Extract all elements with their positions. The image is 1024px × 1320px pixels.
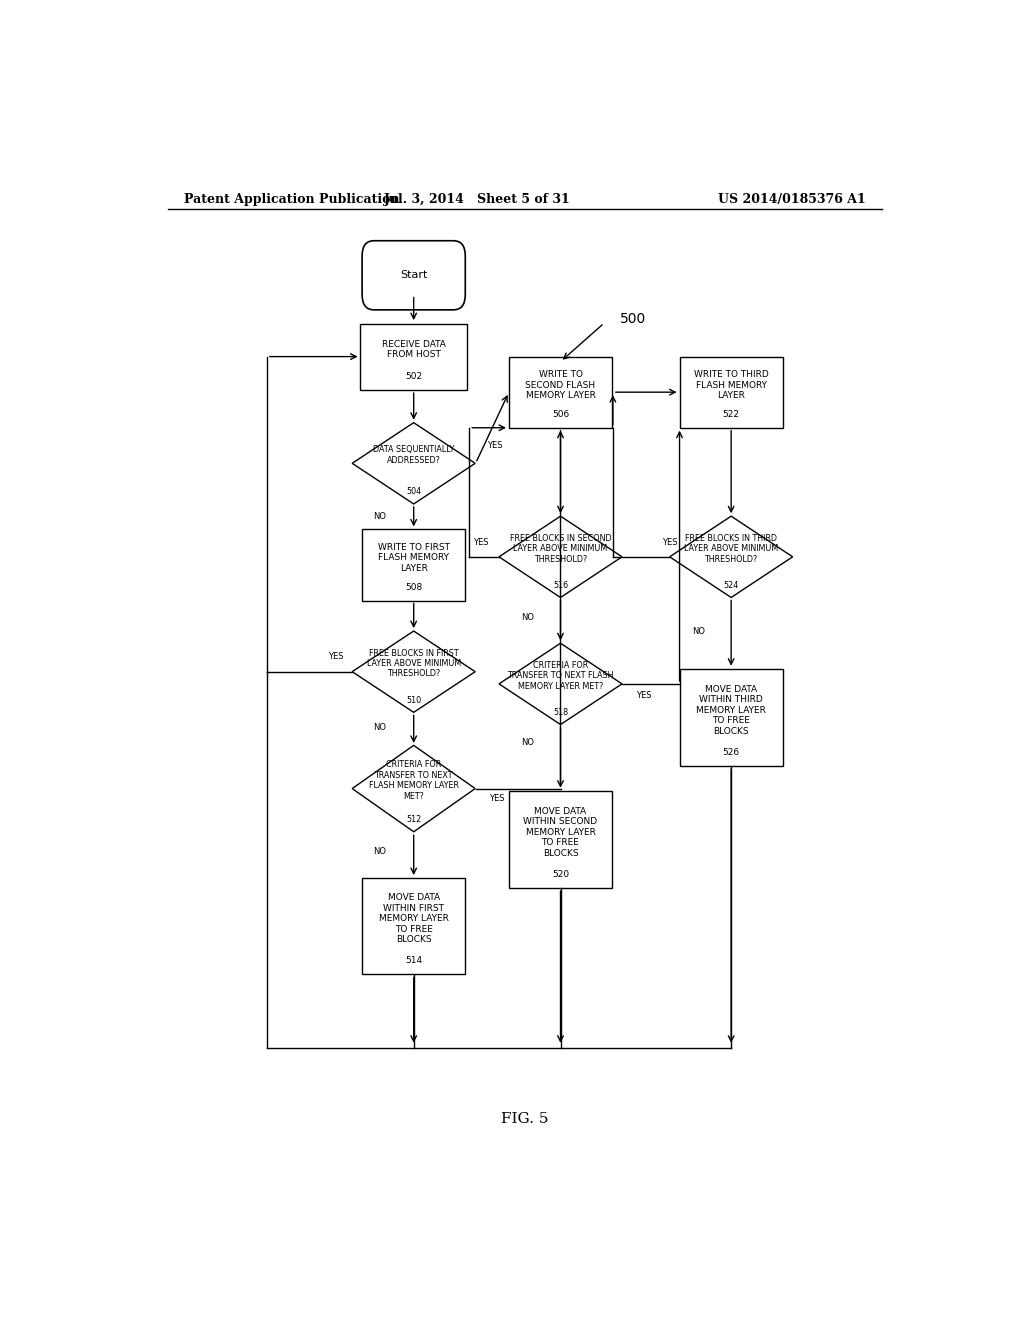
Polygon shape (670, 516, 793, 598)
FancyBboxPatch shape (509, 356, 612, 428)
Text: 508: 508 (406, 583, 422, 591)
Text: NO: NO (373, 847, 386, 857)
FancyBboxPatch shape (362, 240, 465, 310)
Text: 504: 504 (407, 487, 421, 496)
Text: FREE BLOCKS IN SECOND
LAYER ABOVE MINIMUM
THRESHOLD?: FREE BLOCKS IN SECOND LAYER ABOVE MINIMU… (510, 533, 611, 564)
Polygon shape (352, 422, 475, 504)
Text: 506: 506 (552, 411, 569, 418)
Text: WRITE TO
SECOND FLASH
MEMORY LAYER: WRITE TO SECOND FLASH MEMORY LAYER (525, 370, 596, 400)
Text: YES: YES (473, 539, 488, 546)
Text: DATA SEQUENTIALLY
ADDRESSED?: DATA SEQUENTIALLY ADDRESSED? (373, 445, 455, 465)
Text: 510: 510 (407, 696, 421, 705)
Text: 520: 520 (552, 870, 569, 879)
Text: YES: YES (486, 441, 502, 450)
Text: NO: NO (373, 512, 386, 520)
Text: NO: NO (521, 738, 535, 747)
FancyBboxPatch shape (509, 791, 612, 887)
Text: FREE BLOCKS IN THIRD
LAYER ABOVE MINIMUM
THRESHOLD?: FREE BLOCKS IN THIRD LAYER ABOVE MINIMUM… (684, 533, 778, 564)
Text: YES: YES (636, 690, 651, 700)
Text: NO: NO (373, 723, 386, 733)
Text: NO: NO (692, 627, 705, 635)
Text: FREE BLOCKS IN FIRST
LAYER ABOVE MINIMUM
THRESHOLD?: FREE BLOCKS IN FIRST LAYER ABOVE MINIMUM… (367, 648, 461, 678)
FancyBboxPatch shape (680, 356, 782, 428)
Text: 526: 526 (723, 748, 739, 756)
Text: 516: 516 (553, 581, 568, 590)
FancyBboxPatch shape (362, 529, 465, 601)
Text: MOVE DATA
WITHIN FIRST
MEMORY LAYER
TO FREE
BLOCKS: MOVE DATA WITHIN FIRST MEMORY LAYER TO F… (379, 894, 449, 944)
Text: 500: 500 (620, 312, 646, 326)
Text: RECEIVE DATA
FROM HOST: RECEIVE DATA FROM HOST (382, 339, 445, 359)
Text: 522: 522 (723, 411, 739, 418)
Text: 518: 518 (553, 708, 568, 717)
Polygon shape (352, 631, 475, 713)
Text: Jul. 3, 2014   Sheet 5 of 31: Jul. 3, 2014 Sheet 5 of 31 (384, 193, 570, 206)
Text: WRITE TO FIRST
FLASH MEMORY
LAYER: WRITE TO FIRST FLASH MEMORY LAYER (378, 543, 450, 573)
Text: MOVE DATA
WITHIN THIRD
MEMORY LAYER
TO FREE
BLOCKS: MOVE DATA WITHIN THIRD MEMORY LAYER TO F… (696, 685, 766, 735)
FancyBboxPatch shape (680, 669, 782, 766)
Text: FIG. 5: FIG. 5 (501, 1111, 549, 1126)
Text: YES: YES (489, 795, 505, 804)
Text: 524: 524 (724, 581, 738, 590)
Text: US 2014/0185376 A1: US 2014/0185376 A1 (718, 193, 866, 206)
Text: CRITERIA FOR
TRANSFER TO NEXT FLASH
MEMORY LAYER MET?: CRITERIA FOR TRANSFER TO NEXT FLASH MEMO… (507, 661, 613, 690)
Text: CRITERIA FOR
TRANSFER TO NEXT
FLASH MEMORY LAYER
MET?: CRITERIA FOR TRANSFER TO NEXT FLASH MEMO… (369, 760, 459, 800)
Text: Start: Start (400, 271, 427, 280)
Text: YES: YES (328, 652, 344, 661)
Text: WRITE TO THIRD
FLASH MEMORY
LAYER: WRITE TO THIRD FLASH MEMORY LAYER (694, 370, 768, 400)
Text: Patent Application Publication: Patent Application Publication (183, 193, 399, 206)
Polygon shape (352, 746, 475, 832)
Text: 514: 514 (406, 957, 422, 965)
Polygon shape (499, 516, 622, 598)
Text: MOVE DATA
WITHIN SECOND
MEMORY LAYER
TO FREE
BLOCKS: MOVE DATA WITHIN SECOND MEMORY LAYER TO … (523, 807, 598, 858)
Polygon shape (499, 643, 622, 725)
Text: 512: 512 (407, 814, 421, 824)
FancyBboxPatch shape (360, 323, 467, 389)
Text: NO: NO (521, 614, 535, 622)
FancyBboxPatch shape (362, 878, 465, 974)
Text: 502: 502 (406, 372, 422, 381)
Text: YES: YES (662, 539, 677, 546)
